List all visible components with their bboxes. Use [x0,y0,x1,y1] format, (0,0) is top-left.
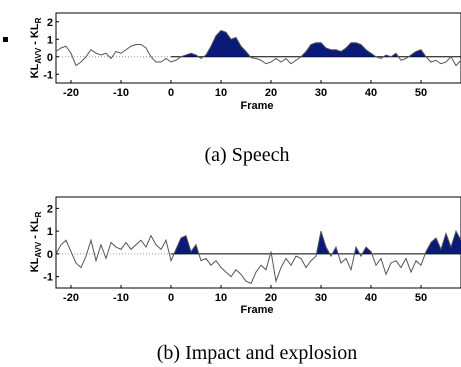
y-tick-label: 2 [47,203,53,215]
caption-speech: (a) Speech [205,144,290,166]
x-tick-label: -10 [113,292,129,304]
positive-area [203,30,251,57]
x-tick-label: 10 [215,292,227,304]
x-tick-label: 0 [168,87,174,99]
x-tick-label: 40 [365,292,377,304]
x-tick-label: 20 [265,87,277,99]
x-tick-label: 30 [315,87,327,99]
positive-area [408,49,426,57]
x-ticks: -20 -10 0 10 20 30 40 50 [63,80,427,99]
plot-frame [55,196,461,289]
y-ticks: -1 0 1 2 [43,17,59,81]
x-ticks: -20 -10 0 10 20 30 40 50 [63,285,427,304]
plot-frame [55,12,461,84]
x-tick-label: 10 [215,87,227,99]
y-tick-label: -1 [43,272,53,284]
x-tick-label: -10 [113,87,129,99]
marker-square [3,37,8,42]
positive-area [301,42,376,57]
y-tick-label: 0 [47,52,53,64]
x-tick-label: 0 [168,292,174,304]
caption-impact: (b) Impact and explosion [157,342,358,364]
x-tick-label: -20 [63,292,79,304]
x-axis-label: Frame [240,100,273,112]
y-tick-label: 1 [47,226,53,238]
positive-area [362,247,372,254]
y-tick-label: 0 [47,249,53,261]
y-tick-label: 1 [47,34,53,46]
y-axis-label: KLAVV - KLR [29,17,43,78]
x-tick-label: 50 [415,292,427,304]
x-axis-label: Frame [240,304,273,316]
x-tick-label: 20 [265,292,277,304]
y-tick-label: 2 [47,17,53,29]
series-line [55,229,461,285]
positive-area [425,231,461,254]
y-axis-label: KLAVV - KLR [29,211,43,272]
series-line [55,29,461,67]
y-ticks: -1 0 1 2 [43,203,59,284]
y-tick-label: -1 [43,69,53,81]
x-tick-label: 40 [365,87,377,99]
positive-area [181,53,199,57]
x-tick-label: 30 [315,292,327,304]
x-tick-label: -20 [63,87,79,99]
x-tick-label: 50 [415,87,427,99]
